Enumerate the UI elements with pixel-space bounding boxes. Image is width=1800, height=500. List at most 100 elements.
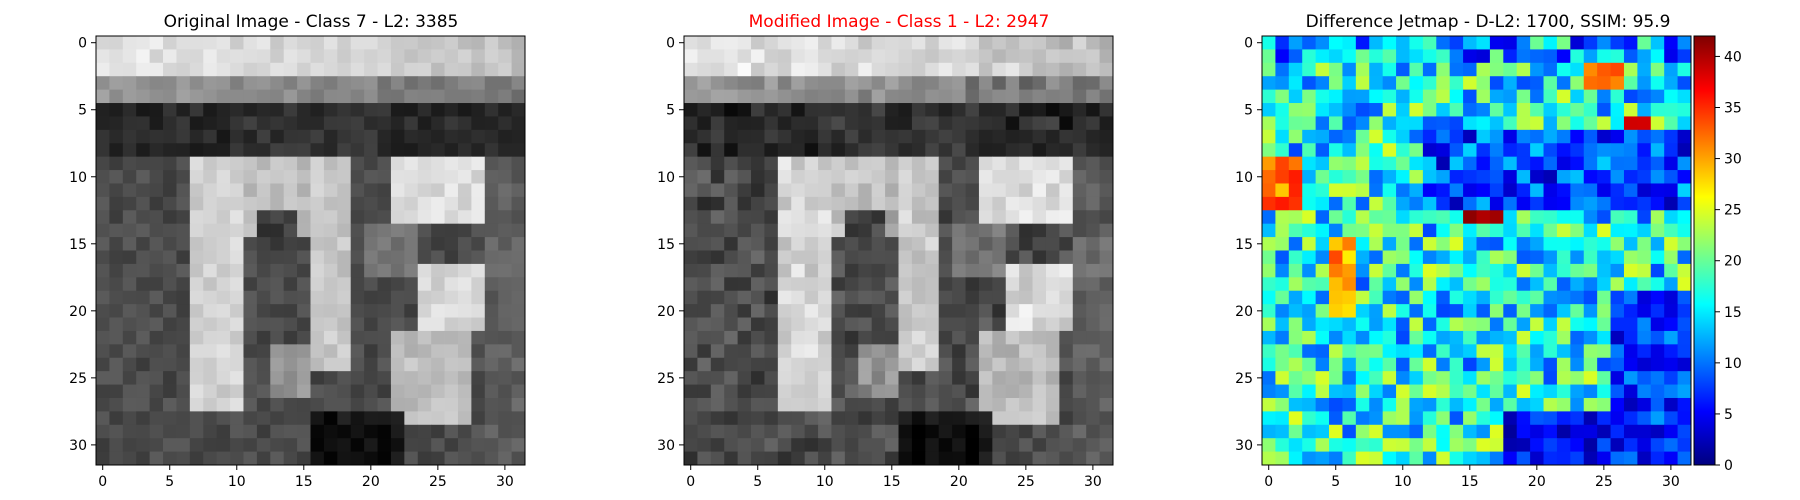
pixel-cell (697, 62, 712, 77)
pixel-cell (109, 36, 124, 50)
pixel-cell (498, 344, 512, 359)
pixel-cell (684, 250, 698, 265)
pixel-cell (1436, 170, 1451, 184)
pixel-cell (871, 49, 886, 64)
pixel-cell (1086, 103, 1100, 117)
pixel-cell (1086, 170, 1100, 184)
pixel-cell (1543, 116, 1558, 131)
pixel-cell (1315, 304, 1330, 318)
pixel-cell (444, 411, 459, 426)
pixel-cell (256, 330, 271, 345)
pixel-cell (1543, 250, 1558, 265)
pixel-cell (804, 384, 819, 399)
pixel-cell (122, 62, 137, 77)
pixel-cell (938, 170, 953, 184)
pixel-cell (350, 116, 365, 131)
pixel-cell (1059, 237, 1074, 251)
pixel-cell (1422, 49, 1437, 64)
pixel-cell (1086, 384, 1100, 399)
pixel-cell (710, 263, 725, 278)
colorbar-tick-label: 25 (1724, 203, 1742, 219)
pixel-cell (1315, 357, 1330, 372)
pixel-cell (1315, 397, 1330, 412)
pixel-cell (337, 103, 352, 117)
pixel-cell (1489, 116, 1504, 131)
pixel-cell (350, 103, 365, 117)
pixel-cell (965, 304, 980, 318)
pixel-cell (1597, 62, 1611, 77)
pixel-cell (511, 357, 526, 372)
pixel-cell (764, 411, 779, 426)
pixel-cell (1369, 210, 1384, 225)
pixel-cell (818, 438, 832, 452)
pixel-cell (1463, 371, 1477, 385)
pixel-cell (1302, 424, 1317, 439)
pixel-cell (230, 438, 244, 452)
pixel-cell (1342, 183, 1357, 198)
pixel-cell (911, 210, 926, 225)
pixel-cell (684, 62, 698, 77)
pixel-cell (858, 250, 873, 265)
pixel-cell (1355, 170, 1370, 184)
pixel-cell (1019, 384, 1033, 399)
pixel-cell (1329, 89, 1343, 104)
pixel-cell (1262, 143, 1276, 158)
pixel-cell (1650, 210, 1665, 225)
pixel-cell (1329, 451, 1343, 466)
pixel-cell (297, 304, 311, 318)
pixel-cell (925, 210, 940, 225)
pixel-cell (297, 223, 311, 238)
pixel-cell (297, 263, 311, 278)
pixel-cell (1637, 76, 1652, 91)
pixel-cell (1530, 384, 1544, 399)
pixel-cell (404, 250, 419, 265)
pixel-cell (965, 36, 980, 50)
pixel-cell (1597, 196, 1611, 211)
pixel-cell (109, 277, 124, 292)
pixel-cell (1329, 344, 1343, 359)
pixel-cell (1072, 196, 1087, 211)
pixel-cell (1329, 330, 1343, 345)
pixel-cell (710, 36, 725, 50)
panel-difference: Difference Jetmap - D-L2: 1700, SSIM: 95… (1235, 12, 1692, 490)
pixel-cell (978, 277, 993, 292)
pixel-cell (992, 183, 1007, 198)
pixel-cell (484, 170, 499, 184)
pixel-cell (938, 36, 953, 50)
pixel-cell (1503, 344, 1518, 359)
pixel-cell (938, 116, 953, 131)
pixel-cell (1005, 411, 1020, 426)
pixel-cell (1530, 317, 1544, 332)
pixel-cell (1463, 411, 1477, 426)
pixel-cell (925, 317, 940, 332)
pixel-cell (1677, 116, 1692, 131)
pixel-cell (270, 183, 285, 198)
pixel-cell (390, 116, 405, 131)
pixel-cell (1650, 129, 1665, 144)
pixel-cell (310, 49, 325, 64)
pixel-cell (1463, 76, 1477, 91)
pixel-cell (1597, 49, 1611, 64)
pixel-cell (1005, 397, 1020, 412)
pixel-cell (1463, 237, 1477, 251)
pixel-cell (1583, 438, 1598, 452)
pixel-cell (323, 143, 338, 158)
pixel-cell (350, 290, 365, 305)
pixel-cell (1382, 277, 1397, 292)
pixel-cell (710, 237, 725, 251)
pixel-cell (149, 183, 164, 198)
pixel-cell (1032, 451, 1047, 466)
pixel-cell (1664, 451, 1678, 466)
pixel-cell (390, 36, 405, 50)
pixel-cell (1262, 330, 1276, 345)
pixel-cell (1436, 384, 1451, 399)
pixel-cell (1516, 250, 1531, 265)
pixel-cell (1342, 330, 1357, 345)
pixel-cell (1302, 451, 1317, 466)
pixel-cell (818, 143, 832, 158)
pixel-cell (1099, 438, 1114, 452)
pixel-cell (804, 263, 819, 278)
pixel-cell (938, 304, 953, 318)
pixel-cell (323, 290, 338, 305)
